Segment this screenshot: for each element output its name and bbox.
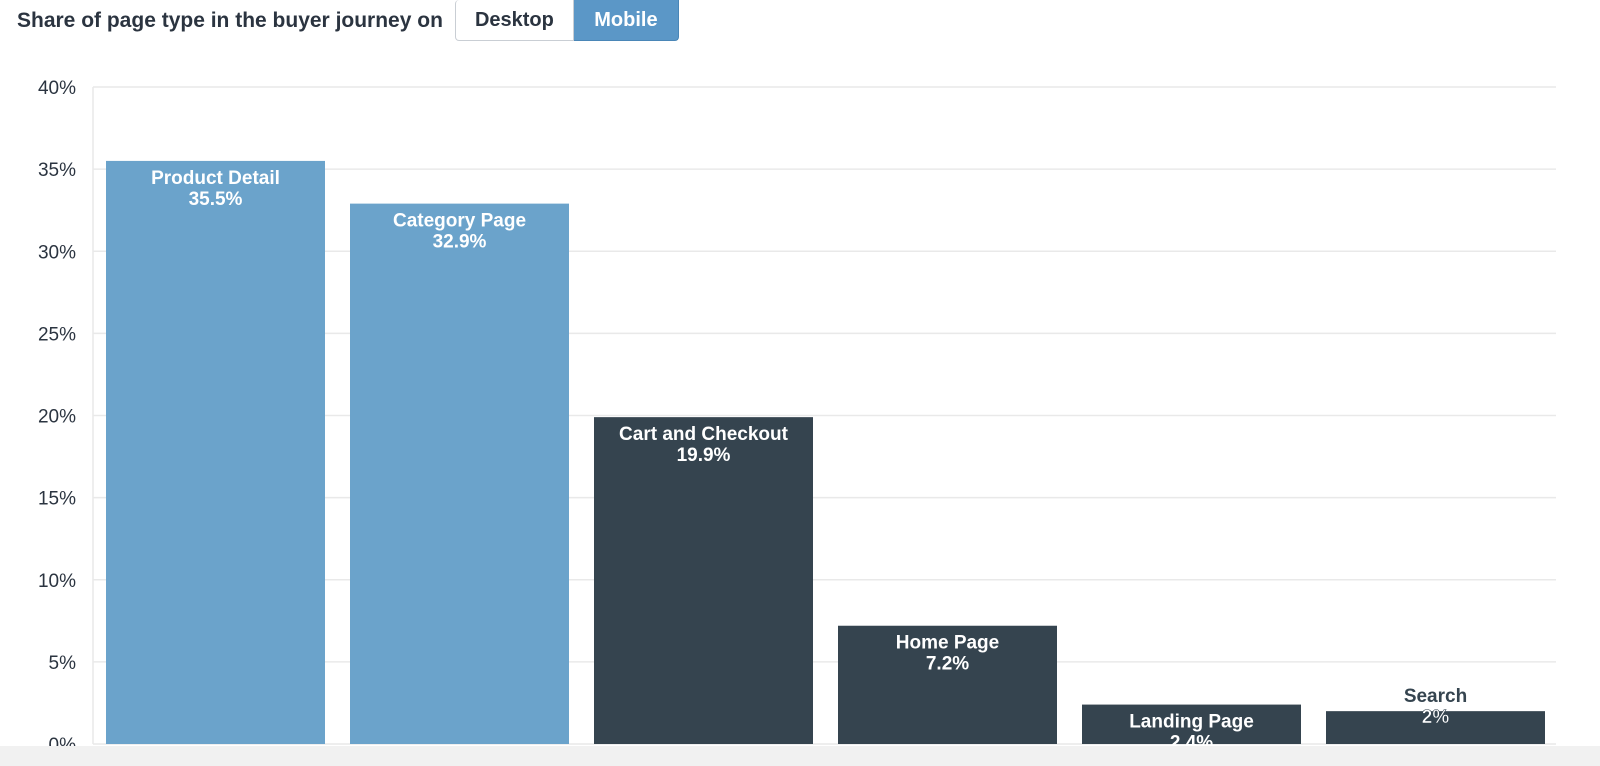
bar-category-label: Cart and Checkout bbox=[619, 424, 789, 445]
bars bbox=[106, 160, 1545, 745]
y-tick-label: 40% bbox=[38, 78, 76, 99]
y-tick-label: 10% bbox=[38, 571, 76, 592]
y-tick-label: 20% bbox=[38, 407, 76, 428]
bar-category-label: Landing Page bbox=[1129, 712, 1254, 733]
bar-chart-svg: 0%5%10%15%20%25%30%35%40% Product Detail… bbox=[38, 78, 1556, 756]
bar-value-label: 7.2% bbox=[926, 654, 969, 675]
bar[interactable] bbox=[106, 160, 325, 745]
y-tick-label: 5% bbox=[49, 653, 77, 674]
bar-category-label: Home Page bbox=[896, 633, 999, 654]
y-tick-label: 15% bbox=[38, 489, 76, 510]
chart-header: Share of page type in the buyer journey … bbox=[17, 0, 679, 41]
mobile-toggle-button[interactable]: Mobile bbox=[573, 0, 679, 41]
bar-category-label: Product Detail bbox=[151, 168, 280, 189]
bar-chart: 0%5%10%15%20%25%30%35%40% Product Detail… bbox=[0, 50, 1600, 766]
bar[interactable] bbox=[838, 625, 1057, 744]
y-axis: 0%5%10%15%20%25%30%35%40% bbox=[38, 78, 94, 756]
bar[interactable] bbox=[594, 417, 813, 744]
bar-value-label: 32.9% bbox=[433, 232, 487, 253]
y-tick-label: 30% bbox=[38, 242, 76, 263]
chart-title: Share of page type in the buyer journey … bbox=[17, 8, 443, 32]
bar-value-label: 2% bbox=[1422, 707, 1450, 728]
bar[interactable] bbox=[1326, 711, 1545, 744]
grid-layer bbox=[93, 86, 1556, 745]
bar[interactable] bbox=[1082, 704, 1301, 744]
y-tick-label: 35% bbox=[38, 160, 76, 181]
desktop-toggle-button[interactable]: Desktop bbox=[454, 0, 574, 41]
bar-category-label: Category Page bbox=[393, 211, 526, 232]
bottom-strip bbox=[0, 746, 1600, 766]
bar-category-label: Search bbox=[1404, 686, 1467, 707]
device-toggle: Desktop Mobile bbox=[454, 0, 679, 41]
y-tick-label: 25% bbox=[38, 324, 76, 345]
bar[interactable] bbox=[350, 203, 569, 744]
bar-value-label: 35.5% bbox=[189, 189, 243, 210]
bar-value-label: 19.9% bbox=[677, 445, 731, 466]
